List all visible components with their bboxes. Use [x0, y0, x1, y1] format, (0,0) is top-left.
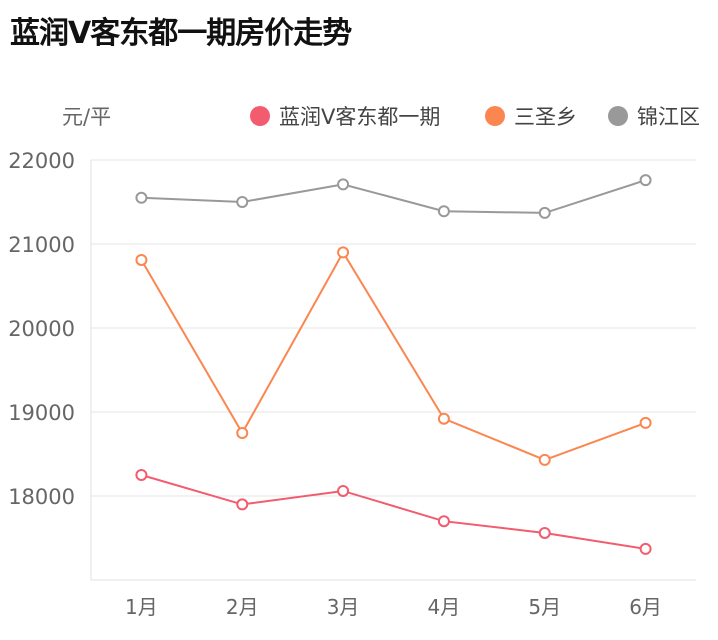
y-tick-label: 19000	[8, 401, 75, 425]
legend-marker-icon	[485, 106, 505, 126]
data-point	[135, 253, 148, 266]
series-line	[141, 179, 646, 214]
data-point	[538, 453, 551, 466]
y-tick-label: 22000	[8, 149, 75, 173]
x-tick-label: 6月	[629, 595, 662, 619]
x-tick-label: 5月	[528, 595, 561, 619]
data-point	[538, 206, 551, 219]
x-tick-label: 3月	[327, 595, 360, 619]
legend-marker-icon	[250, 106, 270, 126]
legend-item[interactable]: 蓝润V客东都一期	[250, 105, 440, 129]
series-group	[135, 174, 652, 555]
legend-item[interactable]: 三圣乡	[485, 105, 577, 129]
y-axis-label: 元/平	[62, 105, 111, 129]
series-1	[135, 246, 652, 466]
y-tick-label: 18000	[8, 485, 75, 509]
data-point	[337, 178, 350, 191]
data-point	[639, 416, 652, 429]
series-0	[135, 469, 652, 555]
data-point	[236, 498, 249, 511]
legend-label: 锦江区	[637, 105, 700, 129]
data-point	[135, 469, 148, 481]
legend-item[interactable]: 锦江区	[608, 105, 700, 129]
legend-label: 蓝润V客东都一期	[279, 105, 440, 129]
data-point	[437, 205, 450, 218]
series-2	[135, 174, 652, 219]
series-line	[140, 250, 646, 461]
series-line	[141, 474, 646, 550]
data-point	[437, 412, 450, 425]
y-tick-label: 21000	[8, 233, 75, 257]
data-point	[538, 526, 551, 539]
data-point	[437, 515, 450, 528]
data-point	[639, 542, 652, 555]
data-point	[135, 191, 148, 204]
legend-label: 三圣乡	[514, 105, 577, 129]
x-tick-label: 2月	[226, 595, 259, 619]
chart-title: 蓝润V客东都一期房价走势	[10, 16, 352, 51]
data-point	[236, 196, 249, 208]
x-tick-label: 1月	[125, 595, 158, 619]
grid: 18000 19000 20000 21000 22000 1月 2月 3月 4月 5月 6月	[8, 149, 696, 619]
legend-marker-icon	[608, 106, 628, 126]
legend: 蓝润V客东都一期 三圣乡 锦江区	[250, 105, 700, 129]
data-point	[337, 484, 350, 497]
x-tick-label: 4月	[428, 595, 461, 619]
data-point	[337, 246, 350, 259]
data-point	[236, 427, 249, 439]
data-point	[639, 174, 652, 187]
y-tick-label: 20000	[8, 317, 75, 341]
